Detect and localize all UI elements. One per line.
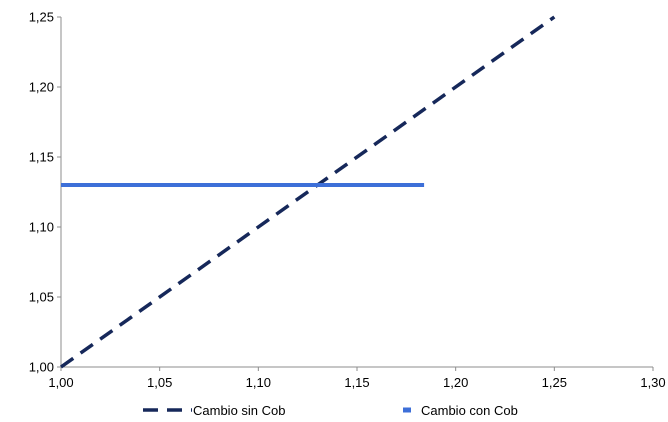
x-tick-label: 1,30 xyxy=(640,375,665,390)
x-tick-label: 1,10 xyxy=(246,375,271,390)
axes xyxy=(57,16,654,371)
y-tick-label: 1,05 xyxy=(29,290,54,305)
y-tick-label: 1,10 xyxy=(29,220,54,235)
x-tick-label: 1,25 xyxy=(542,375,567,390)
series-lines xyxy=(59,15,556,369)
x-tick-label: 1,05 xyxy=(147,375,172,390)
y-tick-label: 1,20 xyxy=(29,80,54,95)
x-tick-label: 1,00 xyxy=(48,375,73,390)
x-tick-label: 1,15 xyxy=(344,375,369,390)
legend-label-1: Cambio sin Cob xyxy=(193,403,286,418)
tick-labels: 1,00 1,05 1,10 1,15 1,20 1,25 1,00 1,05 1,10 1,15… xyxy=(29,10,666,391)
y-tick-label: 1,15 xyxy=(29,150,54,165)
series-line-1 xyxy=(59,15,556,369)
y-tick-label: 1,25 xyxy=(29,10,54,25)
y-tick-label: 1,00 xyxy=(29,360,54,375)
legend-label-2: Cambio con Cob xyxy=(421,403,518,418)
x-tick-label: 1,20 xyxy=(443,375,468,390)
legend: Cambio sin Cob Cambio con Cob xyxy=(143,403,518,418)
